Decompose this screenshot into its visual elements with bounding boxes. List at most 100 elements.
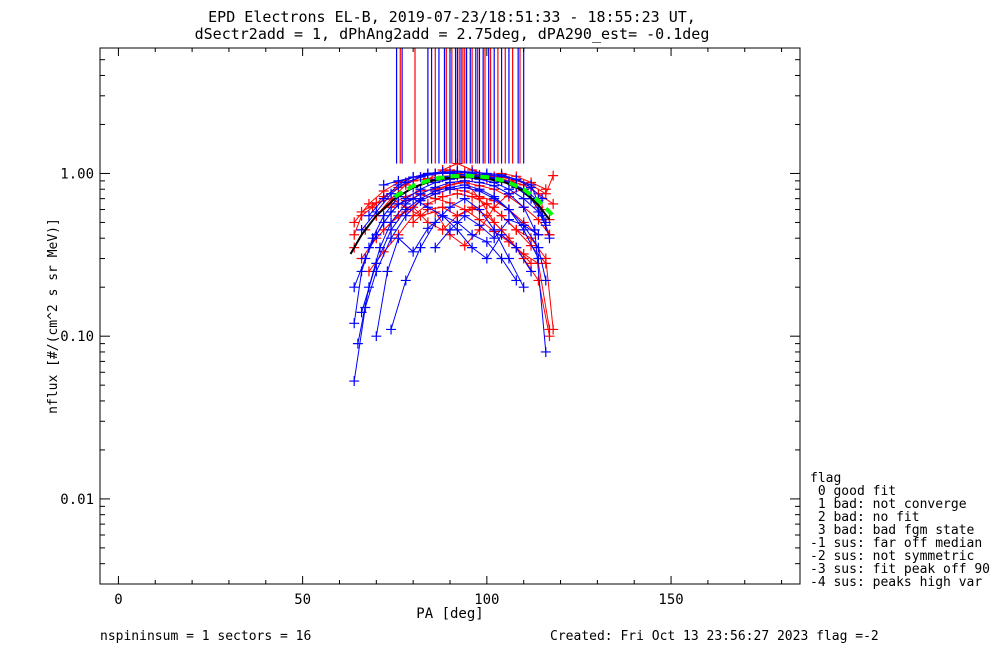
data-point-red-3-7 bbox=[467, 191, 478, 202]
data-point-blue-0-15 bbox=[544, 233, 555, 244]
series-blue-curve-7 bbox=[386, 193, 529, 335]
data-point-blue-9-11 bbox=[526, 266, 537, 277]
data-point-blue-10-10 bbox=[526, 179, 537, 190]
data-point-blue-9-5 bbox=[437, 210, 448, 221]
data-point-blue-8-3 bbox=[408, 246, 419, 257]
series-blue-curve-10 bbox=[378, 167, 551, 228]
data-point-blue-8-9 bbox=[496, 253, 507, 264]
data-point-red-3-6 bbox=[452, 188, 463, 199]
data-point-blue-8-7 bbox=[467, 229, 478, 240]
data-point-blue-4-4 bbox=[400, 210, 411, 221]
data-point-red-9-7 bbox=[459, 240, 470, 251]
data-point-blue-11-6 bbox=[518, 220, 529, 231]
data-point-red-3-5 bbox=[437, 191, 448, 202]
series-blue-line-9 bbox=[368, 198, 532, 272]
data-point-blue-8-10 bbox=[511, 275, 522, 286]
data-point-blue-7-0 bbox=[386, 324, 397, 335]
legend-entry-0: 0 good fit bbox=[810, 484, 896, 499]
x-tick-label-1: 50 bbox=[294, 592, 311, 608]
x-tick-label-3: 150 bbox=[658, 592, 683, 608]
chart-title-line-1: EPD Electrons EL-B, 2019-07-23/18:51:33 … bbox=[208, 8, 696, 26]
plot-data bbox=[349, 48, 559, 387]
data-point-blue-7-4 bbox=[445, 202, 455, 213]
data-point-blue-4-10 bbox=[489, 193, 500, 204]
data-point-blue-4-2 bbox=[371, 266, 382, 277]
data-point-blue-10-0 bbox=[378, 179, 389, 190]
data-point-blue-9-2 bbox=[393, 198, 404, 209]
data-point-blue-7-5 bbox=[459, 193, 470, 204]
series-blue-curve-9 bbox=[363, 193, 537, 277]
y-tick-label-0: 0.01 bbox=[60, 492, 94, 508]
data-point-blue-4-6 bbox=[430, 188, 441, 199]
data-point-blue-8-4 bbox=[422, 223, 433, 234]
data-point-blue-11-1 bbox=[445, 224, 455, 235]
series-blue-error-lines bbox=[395, 48, 525, 164]
data-point-blue-10-11 bbox=[540, 217, 551, 228]
data-point-red-10-8 bbox=[540, 184, 551, 195]
data-point-red-5-0 bbox=[349, 217, 360, 228]
data-point-blue-10-2 bbox=[408, 172, 419, 183]
data-point-blue-3-3 bbox=[386, 206, 397, 217]
legend-entry-6: -3 sus: fit peak off 90 bbox=[810, 562, 990, 577]
data-point-blue-7-9 bbox=[518, 282, 529, 293]
data-point-red-7-0 bbox=[408, 217, 419, 228]
footer-left: nspininsum = 1 sectors = 16 bbox=[100, 629, 311, 644]
data-point-blue-11-0 bbox=[430, 242, 441, 253]
data-point-red-0-0 bbox=[349, 229, 360, 240]
data-point-red-11-11 bbox=[544, 324, 555, 335]
data-point-red-7-6 bbox=[496, 210, 507, 221]
data-point-blue-11-2 bbox=[459, 210, 470, 221]
x-axis-label: PA [deg] bbox=[416, 606, 483, 622]
data-point-blue-8-8 bbox=[481, 236, 492, 247]
data-point-blue-3-12 bbox=[518, 193, 529, 204]
data-point-blue-11-3 bbox=[474, 220, 485, 231]
data-point-red-5-14 bbox=[548, 170, 559, 181]
data-point-blue-11-7 bbox=[533, 229, 544, 240]
chart-title-line-2: dSectr2add = 1, dPhAng2add = 2.75deg, dP… bbox=[195, 25, 710, 43]
data-point-blue-6-2 bbox=[386, 188, 397, 199]
data-point-blue-9-1 bbox=[378, 217, 389, 228]
data-point-blue-4-14 bbox=[540, 275, 551, 286]
data-point-blue-3-0 bbox=[349, 282, 360, 293]
data-point-blue-2-12 bbox=[533, 253, 544, 264]
data-point-blue-10-9 bbox=[511, 174, 522, 185]
data-point-blue-7-1 bbox=[400, 275, 411, 286]
axes: 0 50 100 150 0.01 0.10 1.00 bbox=[60, 48, 800, 608]
flag-legend: flag 0 good fit 1 bad: not converge 2 ba… bbox=[810, 471, 990, 590]
data-point-blue-10-3 bbox=[422, 169, 433, 180]
data-point-blue-1-14 bbox=[540, 346, 551, 357]
fit-curve-green bbox=[393, 173, 555, 218]
series-blue-line-10 bbox=[383, 171, 547, 223]
legend-entry-1: 1 bad: not converge bbox=[810, 497, 967, 512]
series-red-error-lines bbox=[399, 48, 521, 164]
data-point-blue-4-7 bbox=[445, 184, 455, 195]
footer-right: Created: Fri Oct 13 23:56:27 2023 flag =… bbox=[550, 629, 879, 644]
chart-title: EPD Electrons EL-B, 2019-07-23/18:51:33 … bbox=[195, 8, 710, 43]
data-point-blue-7-2 bbox=[415, 242, 426, 253]
data-point-red-9-9 bbox=[489, 202, 500, 213]
data-point-blue-9-3 bbox=[408, 193, 419, 204]
data-point-blue-11-5 bbox=[503, 214, 514, 225]
data-point-red-9-0 bbox=[356, 206, 367, 217]
x-tick-label-2: 100 bbox=[474, 592, 499, 608]
legend-title: flag bbox=[810, 471, 841, 486]
data-point-blue-9-10 bbox=[511, 242, 522, 253]
data-point-blue-8-0 bbox=[371, 331, 382, 342]
data-point-blue-0-0 bbox=[349, 318, 360, 329]
data-point-blue-9-8 bbox=[481, 253, 492, 264]
data-point-blue-9-7 bbox=[467, 242, 478, 253]
data-point-blue-5-0 bbox=[363, 210, 374, 221]
data-point-blue-10-1 bbox=[393, 175, 404, 186]
data-point-blue-4-1 bbox=[360, 302, 371, 313]
data-point-red-4-12 bbox=[548, 198, 559, 209]
data-point-blue-9-9 bbox=[496, 229, 507, 240]
data-point-blue-4-9 bbox=[474, 186, 485, 197]
series-blue-curve-11 bbox=[430, 210, 544, 253]
y-tick-label-2: 1.00 bbox=[60, 166, 94, 182]
legend-entry-3: 3 bad: bad fgm state bbox=[810, 523, 975, 538]
data-point-blue-8-1 bbox=[382, 266, 393, 277]
series-blue-line-11 bbox=[434, 215, 539, 248]
y-tick-label-1: 0.10 bbox=[60, 329, 94, 345]
data-point-blue-11-4 bbox=[489, 233, 500, 244]
